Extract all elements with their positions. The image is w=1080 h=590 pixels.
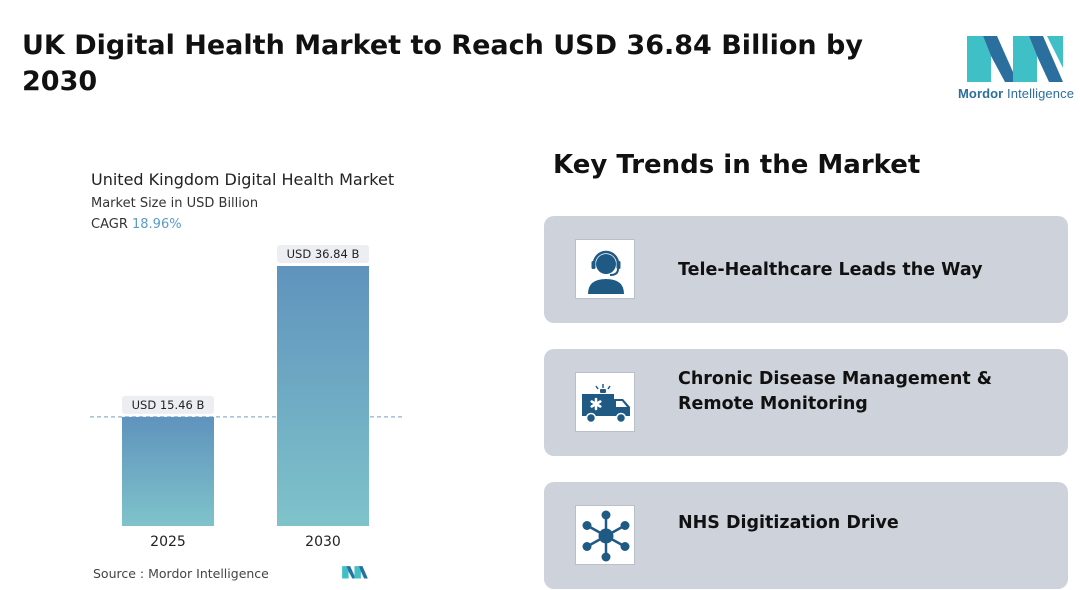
- brand-name-rest: Intelligence: [1003, 86, 1075, 101]
- data-label: USD 36.84 B: [287, 247, 360, 261]
- data-label-bg: [277, 245, 369, 263]
- source-note: Source : Mordor Intelligence: [93, 566, 269, 581]
- data-label: USD 15.46 B: [132, 398, 205, 412]
- chart-subtitle: Market Size in USD Billion: [91, 196, 259, 211]
- cagr-label: CAGR: [91, 217, 128, 232]
- trend-card-chronic-disease: Chronic Disease Management & Remote Moni…: [544, 349, 1068, 456]
- x-tick-label: 2030: [305, 534, 341, 550]
- ambulance-icon: [582, 384, 630, 424]
- bar-chart: USD 15.46 B 2025 USD 36.84 B 2030: [90, 245, 405, 550]
- trend-icon-frame: [575, 372, 635, 432]
- page-title: UK Digital Health Market to Reach USD 36…: [22, 30, 863, 97]
- mordor-intelligence-small-logo-icon: [342, 566, 368, 579]
- brand-logo: Mordor Intelligence: [955, 28, 1075, 104]
- bar-2030: [277, 266, 369, 526]
- trend-label: Tele-Healthcare Leads the Way: [678, 260, 983, 280]
- trend-card-nhs-digitization: NHS Digitization Drive: [544, 482, 1068, 589]
- network-hub-icon: [582, 510, 630, 562]
- trends-heading: Key Trends in the Market: [553, 150, 921, 180]
- x-tick-label: 2025: [150, 534, 186, 550]
- cagr-value: 18.96%: [132, 217, 182, 232]
- trend-label: Chronic Disease Management & Remote Moni…: [678, 369, 993, 414]
- mordor-intelligence-logo-icon: [967, 36, 1063, 82]
- support-agent-icon: [588, 250, 624, 294]
- cagr-line: CAGR 18.96%: [91, 217, 182, 232]
- brand-name-bold: Mordor: [957, 86, 1004, 101]
- trend-label: NHS Digitization Drive: [678, 513, 899, 533]
- chart-title: United Kingdom Digital Health Market: [91, 170, 395, 189]
- trend-card-tele-healthcare: Tele-Healthcare Leads the Way: [544, 216, 1068, 323]
- brand-name: Mordor Intelligence: [955, 86, 1077, 101]
- trend-icon-frame: [575, 239, 635, 299]
- bar-2025: [122, 416, 214, 526]
- data-label-bg: [122, 395, 214, 414]
- trend-icon-frame: [575, 505, 635, 565]
